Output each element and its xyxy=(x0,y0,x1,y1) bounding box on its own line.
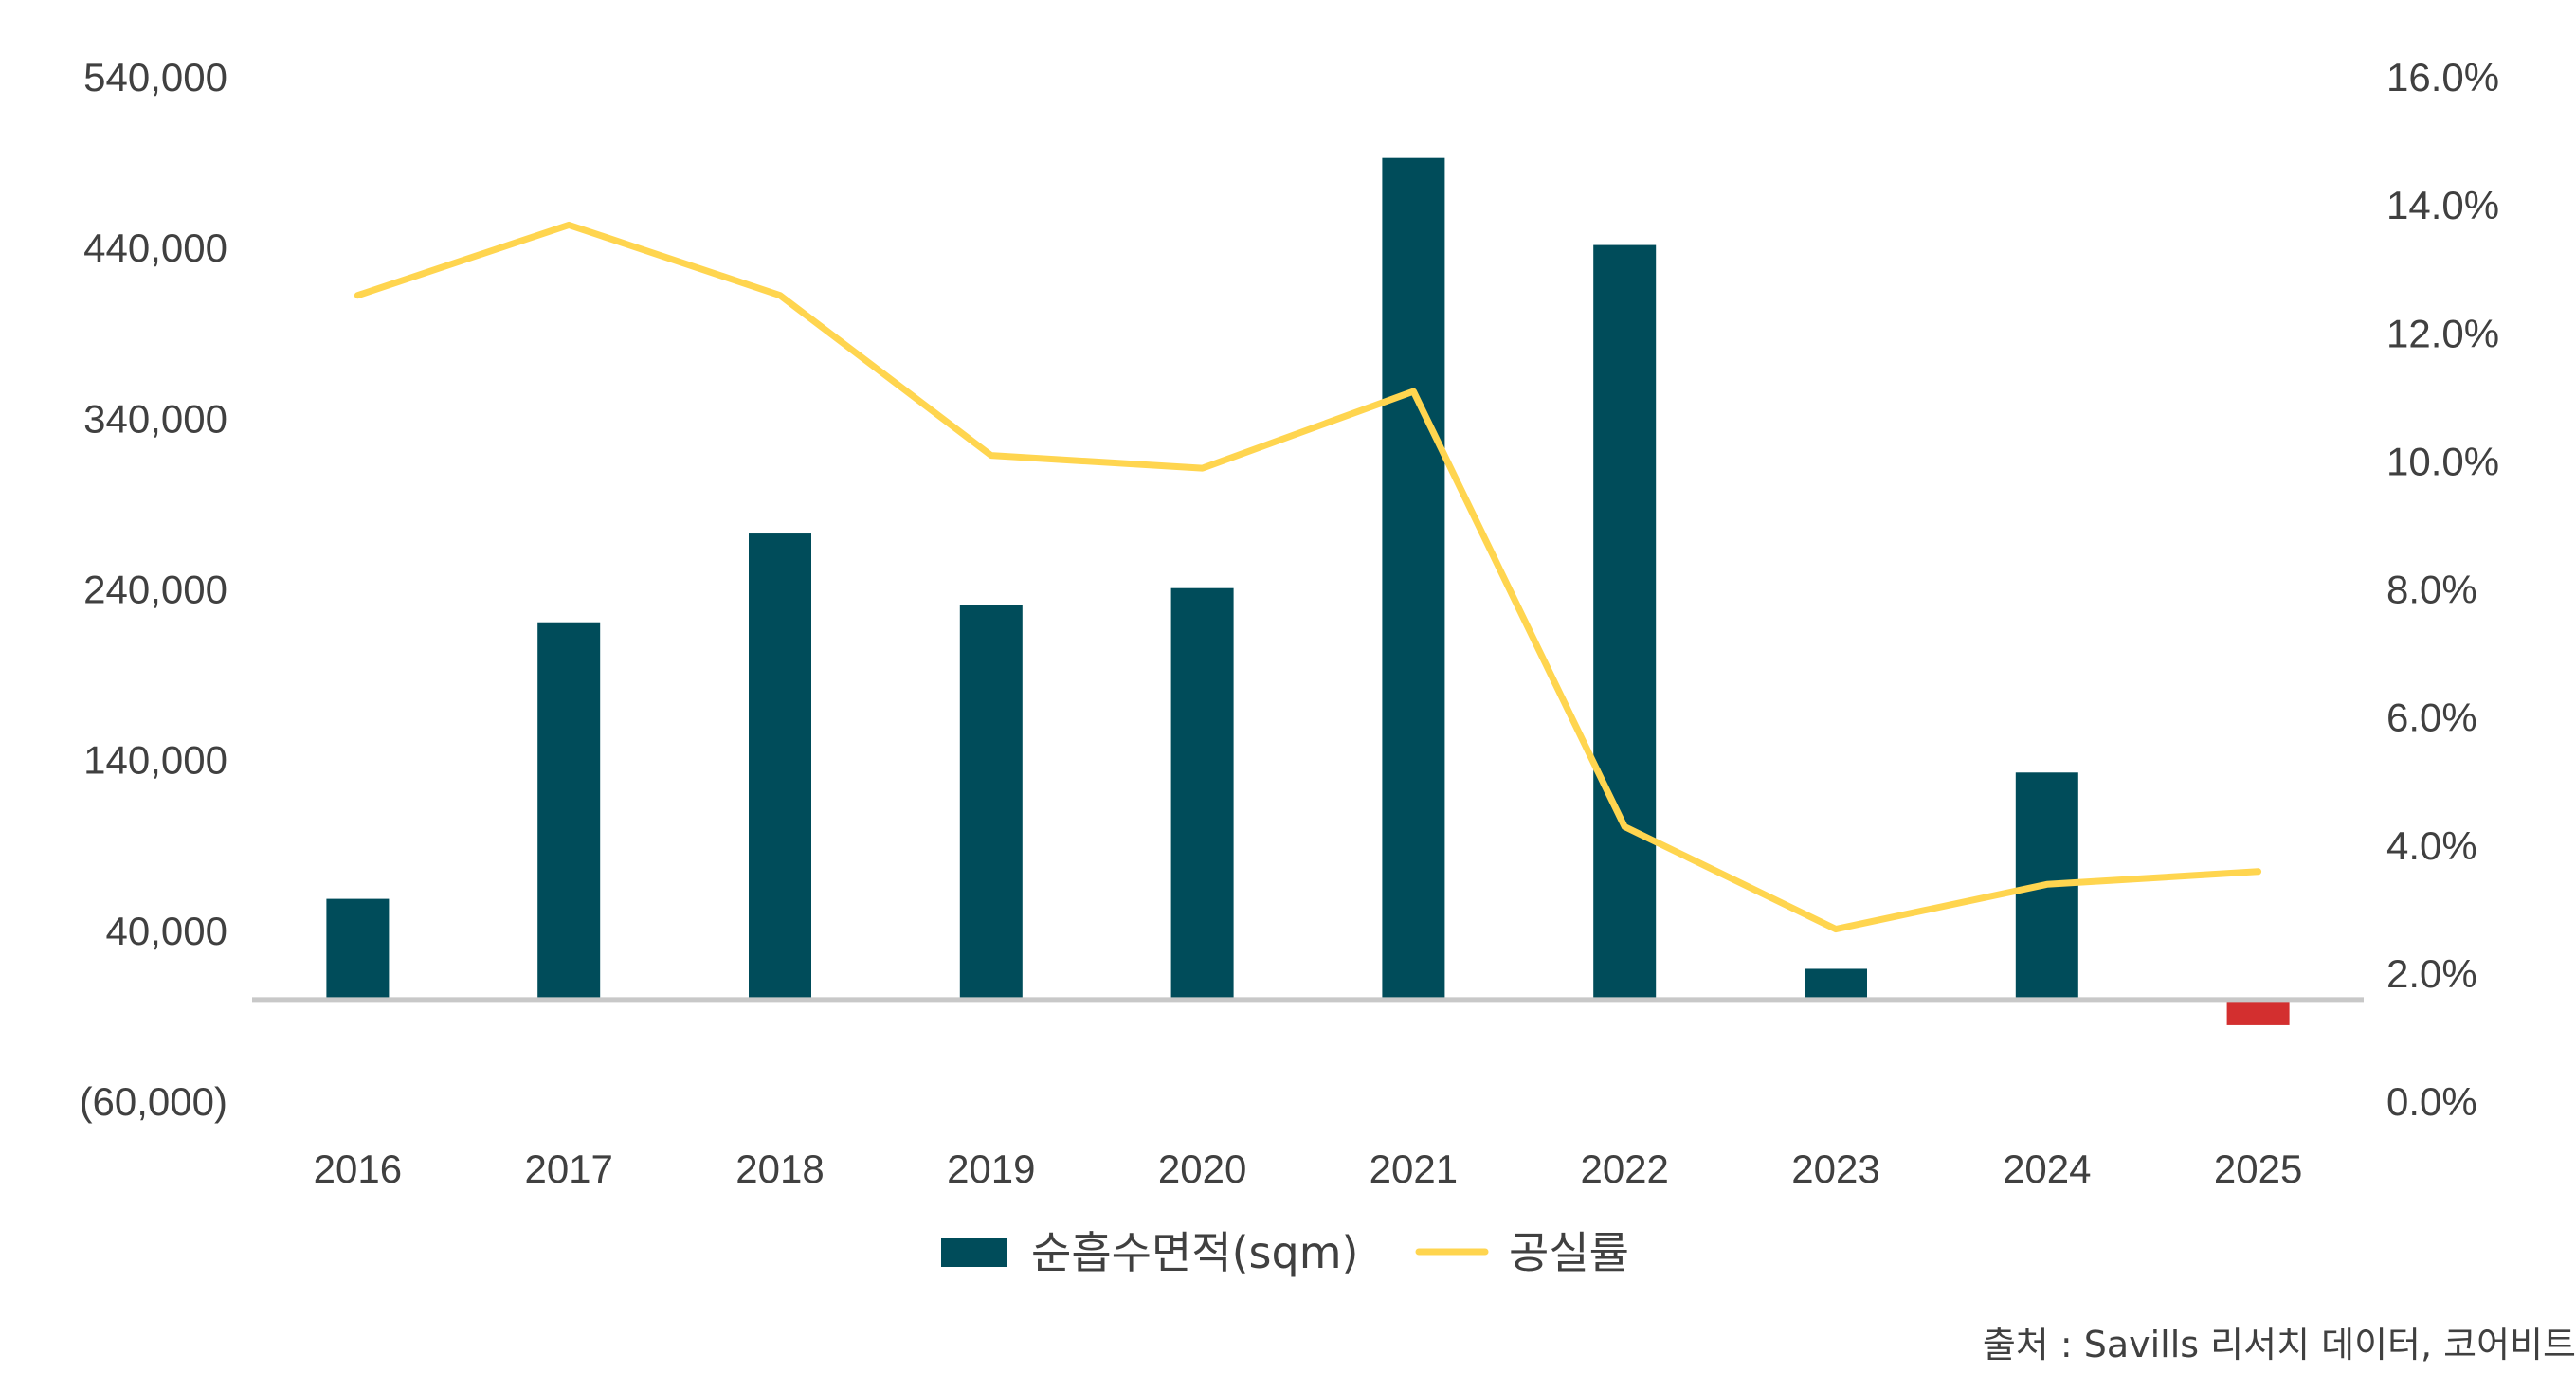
right-axis-tick-label: 2.0% xyxy=(2386,951,2477,996)
right-axis-ticks: 0.0% 2.0% 4.0% 6.0% 8.0% 10.0% 12.0% 14.0% 16.0% xyxy=(2386,55,2499,1124)
right-axis-tick-label: 0.0% xyxy=(2386,1079,2477,1124)
bar-2022 xyxy=(1593,244,1657,1000)
left-axis-tick-label: (60,000) xyxy=(80,1079,227,1124)
bar-2016 xyxy=(326,898,390,1000)
x-axis-tick-label: 2016 xyxy=(314,1147,402,1191)
x-axis-tick-label: 2018 xyxy=(735,1147,824,1191)
x-axis-tick-label: 2020 xyxy=(1158,1147,1246,1191)
source-note: 출처 : Savills 리서치 데이터, 코어비트 xyxy=(1982,1324,2576,1365)
legend-bar-swatch xyxy=(941,1238,1007,1267)
left-axis-tick-label: 40,000 xyxy=(106,909,227,953)
bar-2019 xyxy=(959,605,1023,1000)
x-axis-tick-label: 2023 xyxy=(1791,1147,1879,1191)
right-axis-tick-label: 10.0% xyxy=(2386,439,2499,483)
x-axis-tick-label: 2022 xyxy=(1580,1147,1668,1191)
bar-2020 xyxy=(1170,587,1234,1000)
left-axis-tick-label: 340,000 xyxy=(83,396,227,441)
right-axis-tick-label: 14.0% xyxy=(2386,183,2499,227)
x-axis-tick-label: 2025 xyxy=(2214,1147,2302,1191)
left-axis-ticks: (60,000) 40,000 140,000 240,000 340,000 440,0… xyxy=(80,55,227,1124)
bar-2023 xyxy=(1805,968,1867,1000)
legend-bar-label: 순흡수면적(sqm) xyxy=(1031,1227,1358,1278)
right-axis-tick-label: 12.0% xyxy=(2386,311,2499,355)
bar-2018 xyxy=(749,533,811,1000)
x-axis-tick-label: 2021 xyxy=(1370,1147,1458,1191)
left-axis-tick-label: 540,000 xyxy=(83,55,227,99)
bar-2025 xyxy=(2226,999,2290,1025)
right-axis-tick-label: 16.0% xyxy=(2386,55,2499,99)
legend: 순흡수면적(sqm) 공실률 xyxy=(941,1227,1629,1278)
x-axis-tick-label: 2019 xyxy=(947,1147,1035,1191)
left-axis-tick-label: 440,000 xyxy=(83,226,227,270)
x-axis-tick-label: 2024 xyxy=(2003,1147,2091,1191)
right-axis-tick-label: 8.0% xyxy=(2386,568,2477,612)
vacancy-line-series xyxy=(354,221,2262,933)
right-axis-tick-label: 4.0% xyxy=(2386,823,2477,868)
bar-2021 xyxy=(1382,157,1445,1000)
right-axis-tick-label: 6.0% xyxy=(2386,696,2477,740)
vacancy-line xyxy=(354,221,2262,933)
bar-2017 xyxy=(537,622,601,1000)
x-axis-tick-label: 2017 xyxy=(524,1147,612,1191)
left-axis-tick-label: 240,000 xyxy=(83,568,227,612)
legend-line-label: 공실률 xyxy=(1509,1227,1629,1278)
left-axis-tick-label: 140,000 xyxy=(83,738,227,783)
x-axis-ticks: 2016 2017 2018 2019 2020 2021 2022 2023 2024 2025 xyxy=(314,1147,2303,1191)
